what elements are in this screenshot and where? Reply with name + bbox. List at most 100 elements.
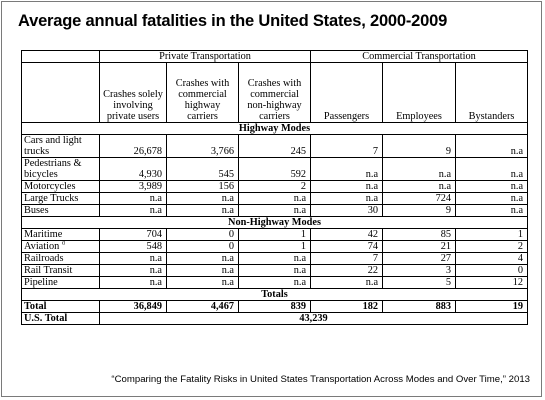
table-cell: 883	[382, 300, 457, 313]
table-cell: n.a	[237, 192, 312, 205]
table-row: Pedestrians & bicycles 4,930 545 592 n.a…	[21, 157, 529, 181]
row-label: Pipeline	[21, 276, 100, 289]
table-cell: 1	[455, 228, 529, 241]
row-label: Pedestrians & bicycles	[21, 157, 100, 181]
section-row-nonhighway: Non-Highway Modes	[20, 216, 529, 229]
table-cell: n.a	[455, 157, 529, 181]
fatalities-table: Private Transportation Commercial Transp…	[20, 50, 529, 325]
table-row: Railroads n.a n.a n.a 7 27 4	[21, 252, 529, 265]
row-label: Aviation d	[21, 240, 100, 253]
row-label: Rail Transit	[21, 264, 100, 277]
row-label: Maritime	[21, 228, 100, 241]
col-commercial-highway: Crashes with commercial highway carriers	[166, 62, 239, 123]
table-cell: 19	[455, 300, 529, 313]
table-cell: 182	[310, 300, 384, 313]
table-cell: n.a	[237, 276, 312, 289]
table-cell: 245	[237, 134, 312, 158]
table-cell: 0	[166, 240, 239, 253]
table-row: Pipeline n.a n.a n.a n.a 5 12	[21, 276, 529, 289]
row-label: Cars and light trucks	[21, 134, 100, 158]
table-cell: 22	[310, 264, 384, 277]
table-cell: 27	[382, 252, 457, 265]
section-row-highway: Highway Modes	[20, 122, 529, 135]
table-row: Maritime 704 0 1 42 85 1	[21, 228, 529, 241]
col-employees: Employees	[382, 62, 457, 123]
table-row: Aviation d 548 0 1 74 21 2	[21, 240, 529, 253]
table-cell: 156	[166, 180, 239, 193]
table-cell: 42	[310, 228, 384, 241]
section-row-totals: Totals	[20, 288, 529, 301]
table-row: Large Trucks n.a n.a n.a n.a 724 n.a	[21, 192, 529, 205]
table-cell: 2	[455, 240, 529, 253]
table-cell: 704	[99, 228, 167, 241]
row-label: Total	[21, 300, 100, 313]
table-cell: 0	[455, 264, 529, 277]
table-cell: 724	[382, 192, 457, 205]
table-cell: 9	[382, 134, 457, 158]
table-cell: n.a	[310, 192, 384, 205]
group-commercial: Commercial Transportation	[310, 50, 529, 63]
table-row: Buses n.a n.a n.a 30 9 n.a	[21, 204, 529, 217]
table-cell: n.a	[99, 264, 167, 277]
corner-cell	[21, 50, 100, 63]
table-cell: 21	[382, 240, 457, 253]
table-cell: 36,849	[99, 300, 167, 313]
table-cell: n.a	[455, 204, 529, 217]
total-row: Total 36,849 4,467 839 182 883 19	[21, 300, 529, 313]
table-cell: n.a	[99, 276, 167, 289]
us-total-row: U.S. Total 43,239	[21, 312, 529, 325]
table-cell: 7	[310, 134, 384, 158]
table-cell: 5	[382, 276, 457, 289]
table-cell: n.a	[237, 264, 312, 277]
table-cell: 4	[455, 252, 529, 265]
table-cell: n.a	[99, 204, 167, 217]
table-cell: n.a	[455, 192, 529, 205]
footnote-marker: d	[61, 240, 65, 247]
table-cell: 839	[237, 300, 312, 313]
us-total-value: 43,239	[98, 312, 529, 325]
table-cell: 26,678	[99, 134, 167, 158]
table-cell: n.a	[99, 192, 167, 205]
table-cell: 85	[382, 228, 457, 241]
row-label: Large Trucks	[21, 192, 100, 205]
table-cell: 592	[237, 157, 312, 181]
table-row: Rail Transit n.a n.a n.a 22 3 0	[21, 264, 529, 277]
table-cell: 3,989	[99, 180, 167, 193]
column-header-row: Crashes solely involving private users C…	[21, 62, 529, 123]
col-bystanders: Bystanders	[455, 62, 529, 123]
page-title: Average annual fatalities in the United …	[18, 12, 448, 30]
table-cell: n.a	[166, 204, 239, 217]
table-cell: n.a	[166, 264, 239, 277]
col-passengers: Passengers	[310, 62, 384, 123]
table-cell: n.a	[382, 180, 457, 193]
table-cell: n.a	[237, 252, 312, 265]
row-label: Buses	[21, 204, 100, 217]
group-header-row: Private Transportation Commercial Transp…	[21, 50, 529, 63]
table-cell: 3	[382, 264, 457, 277]
table-cell: n.a	[310, 157, 384, 181]
table-cell: 0	[166, 228, 239, 241]
table-row: Motorcycles 3,989 156 2 n.a n.a n.a	[21, 180, 529, 193]
col-commercial-nonhighway: Crashes with commercial non-highway carr…	[237, 62, 312, 123]
table-cell: 12	[455, 276, 529, 289]
table-cell: n.a	[166, 252, 239, 265]
table-cell: 548	[99, 240, 167, 253]
table-row: Cars and light trucks 26,678 3,766 245 7…	[21, 134, 529, 158]
table-cell: 3,766	[166, 134, 239, 158]
table-cell: 74	[310, 240, 384, 253]
col-private-users: Crashes solely involving private users	[99, 62, 167, 123]
table-cell: n.a	[166, 192, 239, 205]
table-cell: 30	[310, 204, 384, 217]
table-cell: 1	[237, 228, 312, 241]
table-cell: n.a	[166, 276, 239, 289]
table-cell: n.a	[310, 180, 384, 193]
table-cell: 9	[382, 204, 457, 217]
table-cell: 545	[166, 157, 239, 181]
table-cell: 2	[237, 180, 312, 193]
row-label: Motorcycles	[21, 180, 100, 193]
table-cell: n.a	[455, 180, 529, 193]
section-label: Highway Modes	[20, 122, 529, 135]
row-label-header	[21, 62, 100, 123]
section-label: Non-Highway Modes	[20, 216, 529, 229]
table-cell: 4,467	[166, 300, 239, 313]
